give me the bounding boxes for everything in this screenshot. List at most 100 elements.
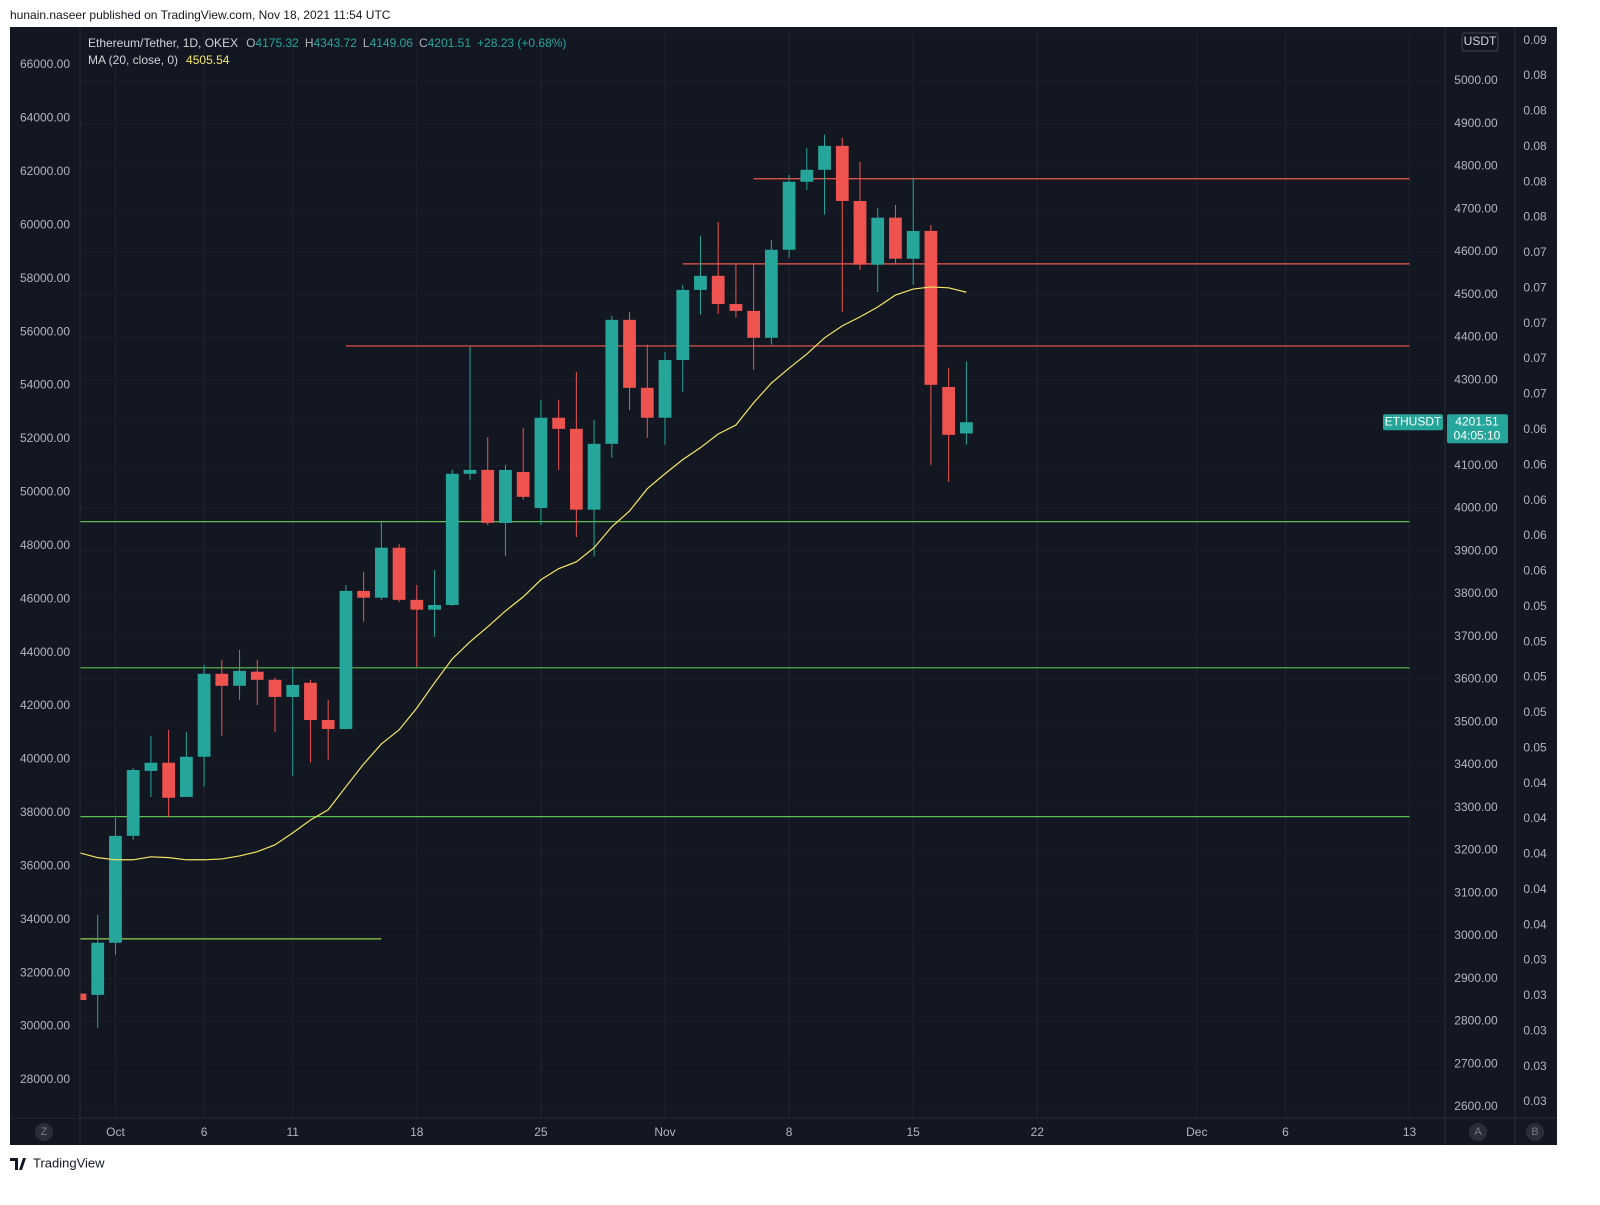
- y3-tick-label: 0.07: [1523, 280, 1547, 294]
- y-tick-label: 3100.00: [1454, 885, 1498, 899]
- y-tick-label: 3400.00: [1454, 757, 1498, 771]
- candle-body: [304, 682, 317, 720]
- y3-tick-label: 0.05: [1523, 705, 1547, 719]
- x-tick-label: 25: [534, 1125, 548, 1139]
- y3-tick-label: 0.05: [1523, 740, 1547, 754]
- y-tick-label: 4100.00: [1454, 458, 1498, 472]
- candle-body: [818, 145, 831, 170]
- candle-body: [374, 547, 388, 598]
- y3-tick-label: 0.04: [1523, 882, 1547, 896]
- candle-body: [463, 469, 477, 474]
- candle-body: [268, 679, 282, 697]
- y-tick-label: 3500.00: [1454, 714, 1498, 728]
- y2-tick-label: 34000.00: [20, 912, 70, 926]
- y2-tick-label: 28000.00: [20, 1072, 70, 1086]
- candle-body: [782, 181, 796, 250]
- x-tick-label: Nov: [654, 1125, 675, 1139]
- candle-body: [800, 169, 814, 182]
- y-tick-label: 3200.00: [1454, 843, 1498, 857]
- price-label: 4201.51: [1455, 414, 1499, 428]
- logo: [10, 1158, 26, 1170]
- candle-body: [959, 422, 973, 434]
- y-tick-label: 2900.00: [1454, 971, 1498, 985]
- candle-body: [747, 310, 761, 338]
- x-tick-label: 13: [1403, 1125, 1417, 1139]
- y3-tick-label: 0.07: [1523, 245, 1547, 259]
- price-badge: [1447, 414, 1508, 444]
- y3-tick-label: 0.08: [1523, 174, 1547, 188]
- candle-body: [906, 230, 920, 259]
- y3-tick-label: 0.08: [1523, 139, 1547, 153]
- candle-body: [835, 145, 849, 202]
- y2-tick-label: 60000.00: [20, 217, 70, 231]
- legend-ohlc-label: H: [305, 36, 314, 50]
- button-circle: [35, 1123, 53, 1141]
- legend-change: +28.23 (+0.68%): [477, 36, 566, 50]
- y3-tick-label: 0.06: [1523, 422, 1547, 436]
- candle-body: [215, 673, 229, 686]
- legend-ohlc-label: C: [419, 36, 428, 50]
- legend-title: Ethereum/Tether, 1D, OKEX: [88, 36, 238, 50]
- y3-tick-label: 0.09: [1523, 33, 1547, 47]
- indicator-name: MA (20, close, 0): [88, 53, 178, 67]
- y3-tick-label: 0.04: [1523, 917, 1547, 931]
- y-tick-label: 4800.00: [1454, 159, 1498, 173]
- y3-tick-label: 0.03: [1523, 1059, 1547, 1073]
- countdown-label: 04:05:10: [1454, 428, 1501, 442]
- y3-tick-label: 0.03: [1523, 988, 1547, 1002]
- candle-body: [605, 319, 619, 444]
- x-tick-label: 8: [786, 1125, 793, 1139]
- candle-body: [499, 469, 512, 523]
- candle-body: [286, 684, 300, 697]
- candle-body: [729, 304, 743, 311]
- y2-tick-label: 54000.00: [20, 378, 70, 392]
- y2-tick-label: 50000.00: [20, 485, 70, 499]
- y3-tick-label: 0.07: [1523, 387, 1547, 401]
- y3-tick-label: 0.08: [1523, 210, 1547, 224]
- candle-body: [445, 473, 459, 605]
- indicator-value: 4505.54: [186, 53, 230, 67]
- candle-body: [889, 217, 902, 259]
- y2-tick-label: 32000.00: [20, 965, 70, 979]
- legend-ohlc-value: 4201.51: [428, 36, 472, 50]
- y2-tick-label: 46000.00: [20, 591, 70, 605]
- scale-button[interactable]: Z: [35, 1123, 53, 1141]
- y3-tick-label: 0.05: [1523, 634, 1547, 648]
- candle-body: [569, 428, 583, 510]
- candle-body: [410, 599, 424, 610]
- x-tick-label: 11: [286, 1125, 299, 1139]
- symbol-badge: [1383, 414, 1443, 431]
- y2-tick-label: 38000.00: [20, 805, 70, 819]
- y-tick-label: 4500.00: [1454, 287, 1498, 301]
- candle-body: [552, 417, 566, 429]
- y3-tick-label: 0.06: [1523, 564, 1547, 578]
- y3-tick-label: 0.05: [1523, 599, 1547, 613]
- y3-tick-label: 0.06: [1523, 457, 1547, 471]
- y-tick-label: 3000.00: [1454, 928, 1498, 942]
- y3-tick-label: 0.04: [1523, 776, 1547, 790]
- y-tick-label: 2800.00: [1454, 1014, 1498, 1028]
- candle-body: [764, 249, 778, 338]
- y-tick-label: 2700.00: [1454, 1056, 1498, 1070]
- y-tick-label: 4000.00: [1454, 501, 1498, 515]
- candle-body: [481, 469, 495, 523]
- y-tick-label: 5000.00: [1454, 73, 1498, 87]
- button-circle: [1469, 1123, 1487, 1141]
- scale-button[interactable]: B: [1526, 1123, 1544, 1141]
- publish-note: hunain.naseer published on TradingView.c…: [10, 8, 391, 22]
- button-circle: [1526, 1123, 1544, 1141]
- candle-body: [357, 590, 371, 598]
- button-label: Z: [41, 1126, 48, 1138]
- candle-body: [623, 319, 636, 388]
- candle-body: [126, 770, 140, 836]
- y3-tick-label: 0.07: [1523, 316, 1547, 330]
- candle-body: [392, 547, 406, 600]
- candle-body: [516, 472, 530, 497]
- candle-body: [144, 762, 158, 771]
- scale-button[interactable]: A: [1469, 1123, 1487, 1141]
- y3-tick-label: 0.08: [1523, 104, 1547, 118]
- y-tick-label: 4600.00: [1454, 244, 1498, 258]
- y3-tick-label: 0.07: [1523, 351, 1547, 365]
- x-tick-label: 6: [1282, 1125, 1289, 1139]
